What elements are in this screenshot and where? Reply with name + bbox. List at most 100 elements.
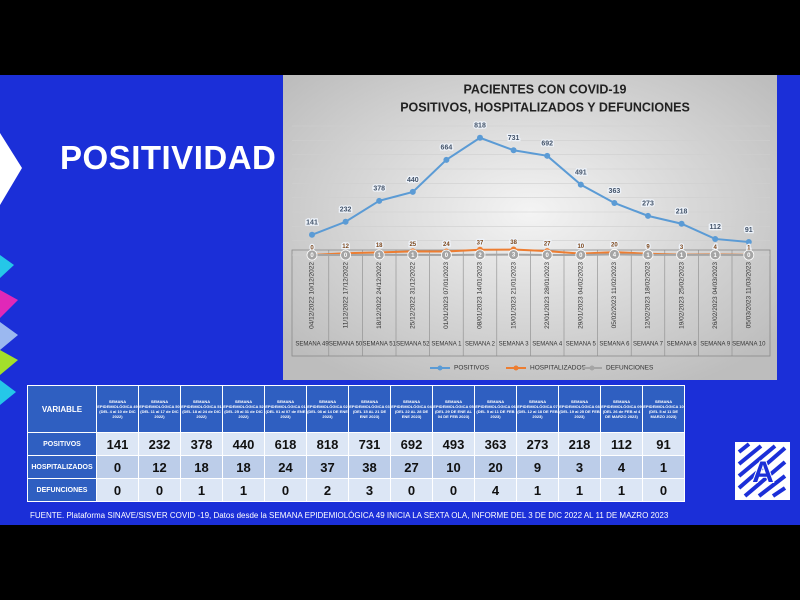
value-cell: 618 [264,432,307,456]
data-label: 363 [609,188,621,195]
week-label: SEMANA 50 [329,342,363,348]
point [642,249,654,261]
value-cell: 18 [180,455,223,479]
value-cell: 3 [348,478,391,502]
value-cell: 440 [222,432,265,456]
data-label: 12 [342,244,349,250]
data-label: 0 [310,253,314,259]
chart-title: PACIENTES CON COVID-19 [464,82,627,96]
value-cell: 0 [642,478,685,502]
header-cell: SEMANA EPIDEMIOLÓGICA 50 (DEL 11 al 17 d… [138,385,181,433]
logo-stripes [737,442,787,498]
week-label: SEMANA 1 [431,342,462,348]
legend-label: POSITIVOS [454,365,490,372]
data-table: VARIABLE SEMANA EPIDEMIOLÓGICA 49 (DEL 4 … [27,385,685,502]
header-cell: SEMANA EPIDEMIOLÓGICA 04 (DEL 22 AL 28 D… [390,385,433,433]
value-cell: 218 [558,432,601,456]
page-title: POSITIVIDAD [60,139,277,176]
x-tick-label: 05/02/2023 11/02/2023 [611,262,618,329]
value-cell: 27 [390,455,433,479]
value-cell: 38 [348,455,391,479]
point [676,249,687,261]
x-tick-label: 29/01/2023 04/02/2023 [578,262,585,329]
point [309,231,315,238]
value-cell: 12 [138,455,181,479]
value-cell: 0 [264,478,307,502]
header-row: VARIABLE SEMANA EPIDEMIOLÓGICA 49 (DEL 4 … [27,385,685,433]
point [477,134,483,141]
data-label: 1 [646,253,650,259]
week-label: SEMANA 2 [465,342,496,348]
point [577,181,584,188]
data-label: 218 [676,209,688,216]
data-label: 20 [611,243,618,249]
x-tick-label: 11/12/2022 17/12/2022 [342,262,349,329]
header-cell: SEMANA EPIDEMIOLÓGICA 08 (DEL 19 al 25 D… [558,385,601,433]
week-label: SEMANA 49 [295,342,329,348]
value-cell: 0 [96,455,139,479]
x-tick-label: 01/01/2023 07/01/2023 [443,262,450,329]
data-label: 4 [613,253,617,259]
header-cell: SEMANA EPIDEMIOLÓGICA 49 (DEL 4 al 10 de… [96,385,139,433]
data-label: 9 [646,244,650,250]
value-cell: 378 [180,432,223,456]
data-label: 38 [510,240,517,246]
data-label: 0 [344,253,348,259]
value-cell: 692 [390,432,433,456]
data-label: 1 [411,253,415,259]
value-cell: 0 [432,478,475,502]
week-label: SEMANA 7 [633,342,664,348]
value-cell: 273 [516,432,559,456]
data-label: 18 [376,243,383,249]
x-tick-label: 12/02/2023 18/02/2023 [645,262,652,329]
point [510,147,517,154]
x-tick-label: 08/01/2023 14/01/2023 [477,262,484,329]
data-label: 25 [409,242,416,248]
point [376,197,383,204]
value-cell: 1 [222,478,265,502]
point [342,218,349,225]
value-cell: 1 [516,478,559,502]
value-cell: 818 [306,432,349,456]
decor-chevron [0,380,16,405]
x-tick-label: 26/02/2023 04/03/2023 [712,262,719,329]
header-cell: SEMANA EPIDEMIOLÓGICA 07 (DEL 12 al 18 D… [516,385,559,433]
point [474,249,486,261]
point [575,249,587,261]
value-cell: 3 [558,455,601,479]
x-tick-label: 04/12/2022 10/12/2022 [309,262,316,329]
point [440,249,452,261]
data-label: 0 [579,253,583,259]
row-label: HOSPITALIZADOS [27,455,97,479]
data-label: 378 [373,186,385,193]
series-line [312,253,749,257]
slide: POSITIVIDAD VARIABLE SEMANA EPIDEMIOLÓGIC… [0,75,800,525]
point [340,249,352,261]
data-label: 141 [306,220,318,227]
point [712,235,719,242]
value-cell: 2 [306,478,349,502]
point [544,152,551,159]
legend-marker [437,365,443,371]
series-line [311,136,749,243]
data-label: 3 [512,253,516,259]
header-cell: SEMANA EPIDEMIOLÓGICA 02 (DEL 08 al 14 D… [306,385,349,433]
legend-marker [589,365,595,371]
logo-letter: A [752,456,774,489]
decor-chevron [0,290,18,318]
data-label: 27 [544,242,551,248]
table-row: DEFUNCIONES 0 0 1 1 0 2 3 0 0 4 1 1 1 0 [27,478,685,502]
data-label: 112 [710,224,721,231]
week-label: SEMANA 4 [532,342,563,348]
week-label: SEMANA 6 [599,342,630,348]
point [709,249,721,261]
value-cell: 37 [306,455,349,479]
data-label: 273 [642,201,654,208]
x-tick-label: 22/01/2023 28/01/2023 [544,262,551,329]
header-cell: SEMANA EPIDEMIOLÓGICA 10 (DEL 5 al 11 DE… [642,385,685,433]
data-label: 0 [310,246,314,252]
point [407,249,419,261]
point [609,249,620,260]
value-cell: 0 [390,478,433,502]
